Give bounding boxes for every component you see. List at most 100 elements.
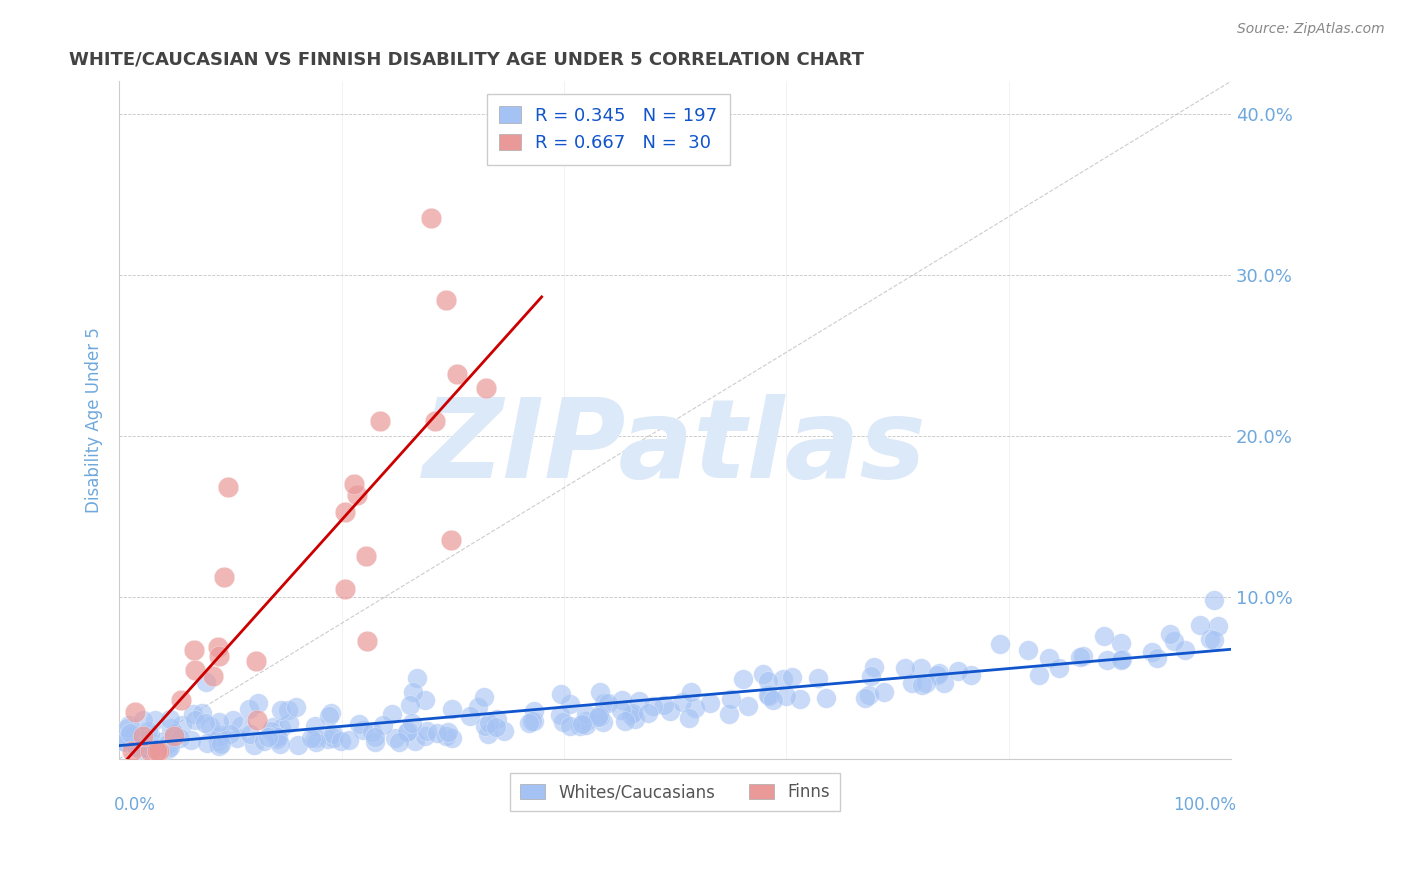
Point [180,733,202,747]
Point [717,707,740,722]
Point [124,739,146,754]
Point [347,717,370,731]
Point [384,731,406,745]
Point [568,719,591,733]
Point [523,704,546,718]
Point [319,706,342,720]
Point [1028,668,1050,682]
Point [406,671,429,685]
Point [270,722,292,736]
Point [586,710,609,724]
Point [641,699,664,714]
Point [475,381,498,395]
Point [305,734,328,748]
Point [191,706,214,721]
Point [671,694,693,708]
Point [138,733,160,747]
Point [814,690,837,705]
Point [756,674,779,689]
Point [396,723,419,738]
Point [333,582,356,597]
Point [1174,643,1197,657]
Point [160,721,183,735]
Point [441,702,464,716]
Point [401,716,423,731]
Point [277,703,299,717]
Point [115,722,138,736]
Point [322,727,344,741]
Point [752,666,775,681]
Point [395,725,418,739]
Point [1069,649,1091,664]
Point [381,707,404,722]
Point [571,717,593,731]
Point [208,730,231,744]
Point [623,712,645,726]
Point [1095,653,1118,667]
Point [1202,592,1225,607]
Point [388,735,411,749]
Point [548,708,571,723]
Point [404,734,426,748]
Point [212,570,235,584]
Point [610,692,633,706]
Point [121,744,143,758]
Point [277,716,299,731]
Point [558,697,581,711]
Point [988,637,1011,651]
Point [1047,661,1070,675]
Point [477,727,499,741]
Point [1071,649,1094,664]
Point [699,696,721,710]
Point [245,654,267,668]
Point [208,739,231,753]
Point [553,715,575,730]
Point [679,685,702,699]
Point [485,720,508,734]
Point [910,678,932,692]
Point [872,685,894,699]
Point [415,693,437,707]
Point [141,739,163,754]
Point [184,714,207,728]
Point [346,488,368,502]
Point [343,476,366,491]
Point [401,684,423,698]
Point [762,693,785,707]
Point [467,700,489,714]
Point [238,702,260,716]
Point [304,731,326,745]
Point [522,714,544,728]
Point [486,712,509,726]
Point [270,703,292,717]
Point [364,730,387,744]
Point [589,710,612,724]
Point [352,723,374,738]
Point [262,720,284,734]
Point [287,738,309,752]
Point [257,730,280,744]
Point [146,744,169,758]
Point [1109,653,1132,667]
Point [264,729,287,743]
Point [1159,627,1181,641]
Point [111,734,134,748]
Point [588,708,610,723]
Point [425,414,447,428]
Point [209,737,232,751]
Text: Source: ZipAtlas.com: Source: ZipAtlas.com [1237,22,1385,37]
Point [148,744,170,758]
Point [855,690,877,705]
Point [132,729,155,743]
Point [1094,629,1116,643]
Point [156,742,179,756]
Text: ZIPatlas: ZIPatlas [423,393,927,500]
Point [446,367,468,381]
Point [1142,645,1164,659]
Point [246,713,269,727]
Point [1163,633,1185,648]
Point [1189,618,1212,632]
Point [858,688,880,702]
Point [859,668,882,682]
Point [267,730,290,744]
